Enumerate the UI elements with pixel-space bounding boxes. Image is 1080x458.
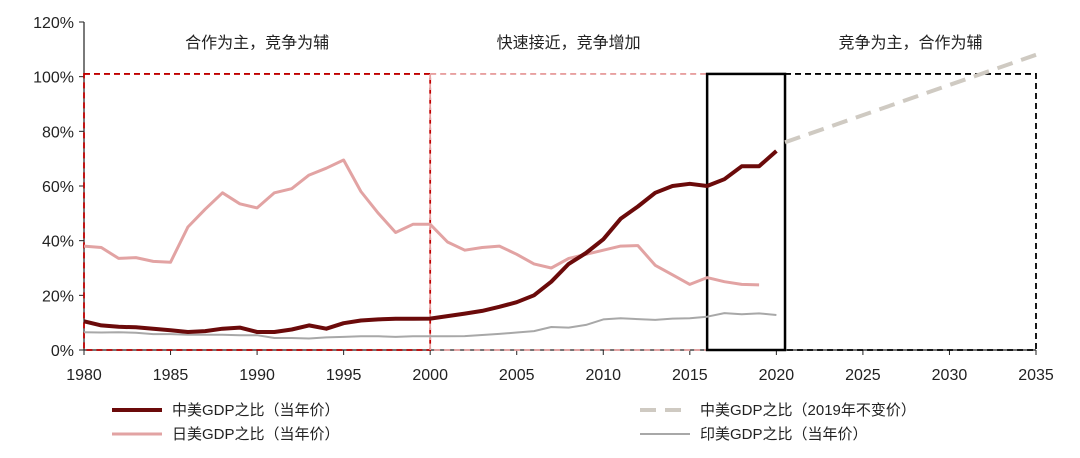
era-label: 合作为主，竞争为辅 [185, 34, 329, 52]
legend-label: 日美GDP之比（当年价） [172, 426, 340, 443]
legend-label: 中美GDP之比（2019年不变价） [700, 402, 916, 419]
legend-label: 印美GDP之比（当年价） [700, 426, 868, 443]
x-tick-label: 2010 [585, 367, 621, 384]
era-label: 竞争为主，合作为辅 [839, 34, 983, 52]
x-tick-label: 1990 [239, 367, 275, 384]
y-tick-label: 40% [42, 234, 74, 251]
x-tick-label: 2000 [412, 367, 448, 384]
era-box [784, 73, 1037, 351]
x-tick-label: 2005 [499, 367, 535, 384]
series-line-1 [784, 52, 1037, 145]
series-line-3 [83, 312, 777, 340]
y-tick-label: 60% [42, 179, 74, 196]
x-tick-label: 1995 [326, 367, 362, 384]
series-line-2 [83, 158, 760, 287]
y-tick-label: 120% [33, 15, 74, 32]
y-tick-label: 20% [42, 288, 74, 305]
legend-label: 中美GDP之比（当年价） [172, 402, 340, 419]
era-box [429, 73, 709, 351]
x-tick-label: 2015 [672, 367, 708, 384]
x-tick-label: 1985 [153, 367, 189, 384]
series-line-0 [83, 149, 778, 334]
x-tick-label: 2025 [845, 367, 881, 384]
y-tick-label: 100% [33, 70, 74, 87]
x-tick-label: 2020 [759, 367, 795, 384]
era-box [83, 73, 432, 351]
highlight-box [705, 72, 787, 352]
y-tick-label: 0% [51, 343, 74, 360]
era-label: 快速接近，竞争增加 [497, 34, 641, 52]
x-tick-label: 2035 [1018, 367, 1054, 384]
x-tick-label: 2030 [932, 367, 968, 384]
x-tick-label: 1980 [66, 367, 102, 384]
y-tick-label: 80% [42, 124, 74, 141]
